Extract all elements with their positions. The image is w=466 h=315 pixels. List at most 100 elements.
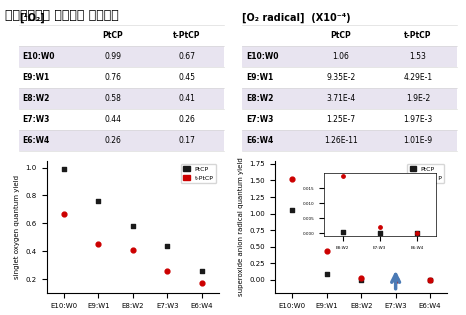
Text: 1.01E-9: 1.01E-9 bbox=[404, 136, 432, 145]
Bar bbox=[242, 130, 302, 151]
Bar bbox=[379, 88, 457, 109]
Point bbox=[288, 207, 296, 212]
Bar bbox=[242, 46, 302, 67]
Text: E10:W0: E10:W0 bbox=[23, 52, 55, 61]
Text: 활성산소종의 상대적인 생성비율: 활성산소종의 상대적인 생성비율 bbox=[5, 9, 118, 22]
Point bbox=[413, 231, 421, 236]
Bar bbox=[379, 25, 457, 46]
Text: E7:W3: E7:W3 bbox=[23, 115, 50, 124]
Text: 1.97E-3: 1.97E-3 bbox=[404, 115, 433, 124]
Text: 0.17: 0.17 bbox=[178, 136, 195, 145]
Bar bbox=[302, 25, 379, 46]
Bar bbox=[302, 109, 379, 130]
Bar bbox=[76, 88, 150, 109]
Point bbox=[129, 247, 137, 252]
Text: 1.26E-11: 1.26E-11 bbox=[324, 136, 358, 145]
Bar bbox=[150, 130, 224, 151]
Bar bbox=[76, 67, 150, 88]
Bar bbox=[379, 109, 457, 130]
Point bbox=[164, 268, 171, 273]
Y-axis label: singlet oxygen quantum yield: singlet oxygen quantum yield bbox=[14, 175, 20, 279]
Bar bbox=[19, 130, 76, 151]
Text: E10:W0: E10:W0 bbox=[247, 52, 279, 61]
Text: 0.44: 0.44 bbox=[104, 115, 122, 124]
Point bbox=[164, 243, 171, 248]
Bar bbox=[19, 109, 76, 130]
Point bbox=[323, 249, 330, 254]
Text: E9:W1: E9:W1 bbox=[23, 73, 50, 82]
Point bbox=[129, 224, 137, 229]
Text: t-PtCP: t-PtCP bbox=[173, 31, 200, 40]
Point bbox=[357, 277, 365, 282]
Y-axis label: superoxide anion radical quantum yield: superoxide anion radical quantum yield bbox=[238, 158, 244, 296]
Text: [¹O₂]: [¹O₂] bbox=[19, 12, 44, 23]
Point bbox=[426, 277, 434, 282]
Point bbox=[426, 277, 434, 282]
Text: PtCP: PtCP bbox=[330, 31, 351, 40]
Text: 0.26: 0.26 bbox=[178, 115, 195, 124]
Point bbox=[288, 176, 296, 181]
Point bbox=[323, 271, 330, 276]
Text: 1.53: 1.53 bbox=[410, 52, 426, 61]
Text: PtCP: PtCP bbox=[103, 31, 123, 40]
Bar bbox=[19, 25, 76, 46]
Text: 3.71E-4: 3.71E-4 bbox=[326, 94, 356, 103]
Text: 9.35E-2: 9.35E-2 bbox=[326, 73, 356, 82]
Bar bbox=[19, 46, 76, 67]
Text: [O₂ radical]  (X10⁻⁴): [O₂ radical] (X10⁻⁴) bbox=[242, 12, 351, 23]
Text: E6:W4: E6:W4 bbox=[23, 136, 50, 145]
Bar bbox=[76, 25, 150, 46]
Point bbox=[357, 276, 365, 281]
Text: 0.26: 0.26 bbox=[104, 136, 122, 145]
Point bbox=[392, 277, 399, 282]
Bar bbox=[302, 67, 379, 88]
Text: 0.41: 0.41 bbox=[178, 94, 195, 103]
Point bbox=[95, 242, 102, 247]
Bar bbox=[302, 130, 379, 151]
Bar bbox=[242, 109, 302, 130]
Point bbox=[95, 198, 102, 203]
Bar bbox=[379, 130, 457, 151]
Point bbox=[198, 268, 206, 273]
Legend: PtCP, t-PtCP: PtCP, t-PtCP bbox=[181, 164, 216, 183]
Point bbox=[339, 230, 346, 235]
Text: 0.76: 0.76 bbox=[104, 73, 122, 82]
Text: 1.25E-7: 1.25E-7 bbox=[326, 115, 356, 124]
Bar bbox=[76, 130, 150, 151]
Point bbox=[60, 211, 68, 216]
Text: E7:W3: E7:W3 bbox=[247, 115, 274, 124]
Text: E8:W2: E8:W2 bbox=[23, 94, 50, 103]
Point bbox=[376, 231, 384, 236]
Bar bbox=[76, 109, 150, 130]
Bar bbox=[242, 67, 302, 88]
Text: 0.58: 0.58 bbox=[104, 94, 122, 103]
Text: 0.45: 0.45 bbox=[178, 73, 195, 82]
Point bbox=[376, 225, 384, 230]
Point bbox=[413, 231, 421, 236]
Bar bbox=[242, 88, 302, 109]
Bar bbox=[150, 88, 224, 109]
Point bbox=[339, 174, 346, 179]
Bar bbox=[150, 46, 224, 67]
Text: 0.67: 0.67 bbox=[178, 52, 195, 61]
Text: E6:W4: E6:W4 bbox=[247, 136, 274, 145]
Bar bbox=[379, 67, 457, 88]
Point bbox=[60, 167, 68, 172]
Bar bbox=[76, 46, 150, 67]
Text: 1.9E-2: 1.9E-2 bbox=[406, 94, 430, 103]
Text: 1.06: 1.06 bbox=[332, 52, 350, 61]
Text: 4.29E-1: 4.29E-1 bbox=[404, 73, 432, 82]
Legend: PtCP, t-PtC P: PtCP, t-PtC P bbox=[407, 164, 444, 183]
Bar bbox=[302, 46, 379, 67]
Text: t-PtCP: t-PtCP bbox=[404, 31, 432, 40]
Bar bbox=[150, 25, 224, 46]
Bar bbox=[379, 46, 457, 67]
Bar bbox=[150, 109, 224, 130]
Bar bbox=[302, 88, 379, 109]
Text: E8:W2: E8:W2 bbox=[247, 94, 274, 103]
Text: E9:W1: E9:W1 bbox=[247, 73, 274, 82]
Text: 0.99: 0.99 bbox=[104, 52, 122, 61]
Bar bbox=[19, 67, 76, 88]
Bar bbox=[242, 25, 302, 46]
Point bbox=[198, 281, 206, 286]
